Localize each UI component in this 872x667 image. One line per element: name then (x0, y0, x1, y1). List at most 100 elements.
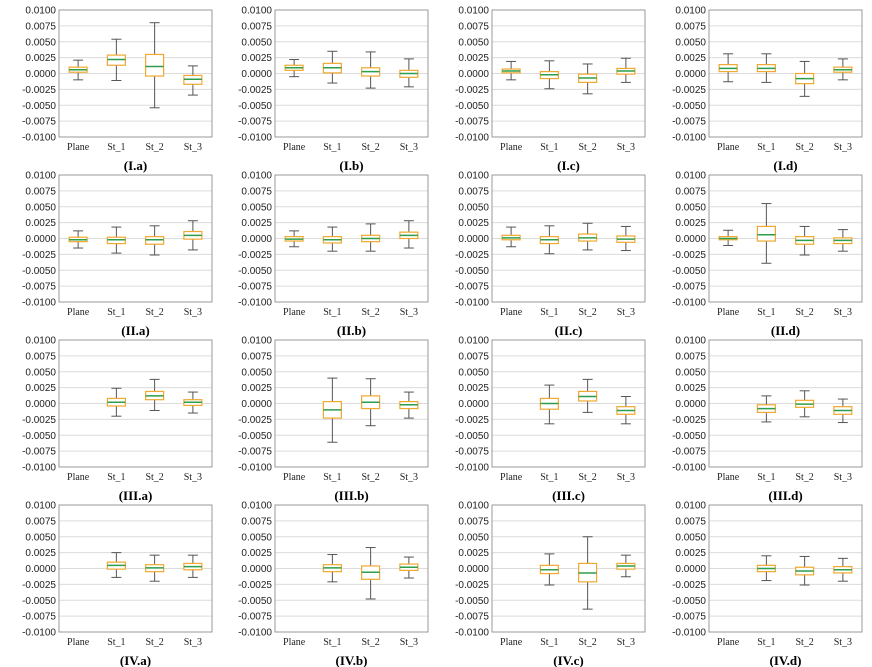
ytick-label: 0.0050 (241, 532, 272, 543)
ytick-label: 0.0075 (241, 21, 272, 32)
plot-frame (491, 339, 646, 468)
category-label: St_2 (361, 142, 379, 153)
box-St_2 (361, 223, 381, 252)
plot-frame (491, 504, 646, 633)
ytick-label: -0.0075 (22, 282, 56, 293)
plot-frame (58, 9, 213, 138)
panel-caption: (III.d) (768, 488, 802, 503)
box-St_3 (833, 229, 853, 252)
category-label: Plane (283, 307, 306, 318)
box-St_2 (578, 536, 598, 610)
panel-10: 0.0100 0.0075 0.0050 0.0025 0.0000 -0.0025 -0.… (455, 336, 646, 503)
category-label: Plane (283, 637, 306, 648)
plot-frame (274, 9, 429, 138)
ytick-label: 0.0025 (241, 53, 272, 64)
box-St_3 (833, 58, 853, 81)
category-label: St_2 (361, 637, 379, 648)
category-label: St_1 (323, 637, 341, 648)
ytick-label: -0.0050 (22, 596, 56, 607)
panel-caption: (I.c) (557, 158, 580, 173)
ytick-label: -0.0100 (22, 298, 56, 309)
ytick-label: 0.0075 (675, 516, 706, 527)
ytick-label: 0.0100 (675, 336, 706, 347)
ytick-label: 0.0075 (241, 516, 272, 527)
category-label: Plane (500, 472, 523, 483)
panel-caption: (III.b) (334, 488, 368, 503)
ytick-label: 0.0000 (241, 399, 272, 410)
category-label: St_2 (578, 142, 596, 153)
category-label: St_3 (617, 472, 635, 483)
ytick-label: 0.0100 (241, 171, 272, 182)
ytick-label: 0.0000 (25, 399, 56, 410)
plot-frame (274, 339, 429, 468)
box-St_3 (183, 65, 203, 96)
ytick-label: 0.0050 (675, 202, 706, 213)
ytick-label: 0.0050 (458, 532, 489, 543)
ytick-label: 0.0075 (458, 516, 489, 527)
ytick-label: 0.0075 (25, 186, 56, 197)
ytick-label: -0.0100 (238, 628, 272, 639)
ytick-label: 0.0000 (675, 69, 706, 80)
ytick-label: 0.0100 (675, 501, 706, 512)
panel-12: 0.0100 0.0075 0.0050 0.0025 0.0000 -0.0025 -0.… (22, 501, 213, 667)
ytick-label: 0.0000 (675, 234, 706, 245)
ytick-label: 0.0000 (458, 564, 489, 575)
ytick-label: 0.0025 (458, 218, 489, 229)
ytick-label: -0.0100 (672, 628, 706, 639)
box-St_3 (616, 396, 636, 425)
category-label: St_1 (107, 472, 125, 483)
ytick-label: -0.0025 (455, 85, 489, 96)
box-Plane (718, 229, 738, 246)
category-label: St_1 (540, 472, 558, 483)
ytick-label: 0.0050 (25, 37, 56, 48)
panel-11: 0.0100 0.0075 0.0050 0.0025 0.0000 -0.0025 -0.… (672, 336, 863, 503)
ytick-label: 0.0050 (675, 37, 706, 48)
box-St_1 (322, 377, 342, 443)
ytick-label: 0.0025 (241, 383, 272, 394)
ytick-label: 0.0100 (25, 6, 56, 17)
ytick-label: 0.0075 (458, 186, 489, 197)
panel-7: 0.0100 0.0075 0.0050 0.0025 0.0000 -0.0025 -0.… (672, 171, 863, 338)
ytick-label: 0.0000 (458, 69, 489, 80)
category-label: Plane (500, 307, 523, 318)
category-label: St_3 (184, 142, 202, 153)
panel-9: 0.0100 0.0075 0.0050 0.0025 0.0000 -0.0025 -0.… (238, 336, 429, 503)
ytick-label: 0.0025 (458, 383, 489, 394)
panel-caption: (I.a) (124, 158, 147, 173)
panel-caption: (III.c) (552, 488, 585, 503)
box-St_2 (361, 547, 381, 600)
ytick-label: -0.0050 (672, 101, 706, 112)
category-label: St_3 (184, 307, 202, 318)
ytick-label: 0.0075 (25, 351, 56, 362)
plot-frame (58, 504, 213, 633)
panel-caption: (IV.b) (336, 653, 368, 667)
plot-frame (491, 174, 646, 303)
ytick-label: -0.0075 (238, 447, 272, 458)
category-label: St_3 (834, 142, 852, 153)
panel-caption: (I.b) (339, 158, 363, 173)
category-label: St_2 (145, 307, 163, 318)
category-label: Plane (500, 637, 523, 648)
ytick-label: -0.0025 (672, 85, 706, 96)
panel-2: 0.0100 0.0075 0.0050 0.0025 0.0000 -0.0025 -0.… (455, 6, 646, 173)
category-label: St_3 (834, 307, 852, 318)
category-label: St_2 (795, 472, 813, 483)
panel-caption: (IV.d) (770, 653, 802, 667)
category-label: Plane (67, 472, 90, 483)
ytick-label: -0.0025 (672, 415, 706, 426)
ytick-label: 0.0025 (25, 548, 56, 559)
category-label: St_3 (400, 472, 418, 483)
panel-6: 0.0100 0.0075 0.0050 0.0025 0.0000 -0.0025 -0.… (455, 171, 646, 338)
ytick-label: -0.0100 (455, 628, 489, 639)
ytick-label: 0.0000 (675, 399, 706, 410)
ytick-label: 0.0025 (458, 53, 489, 64)
ytick-label: 0.0000 (25, 69, 56, 80)
plot-frame (708, 9, 863, 138)
panel-4: 0.0100 0.0075 0.0050 0.0025 0.0000 -0.0025 -0.… (22, 171, 213, 338)
panel-caption: (IV.a) (120, 653, 151, 667)
category-label: Plane (500, 142, 523, 153)
box-St_3 (183, 220, 203, 251)
ytick-label: 0.0000 (241, 234, 272, 245)
ytick-label: -0.0025 (238, 250, 272, 261)
